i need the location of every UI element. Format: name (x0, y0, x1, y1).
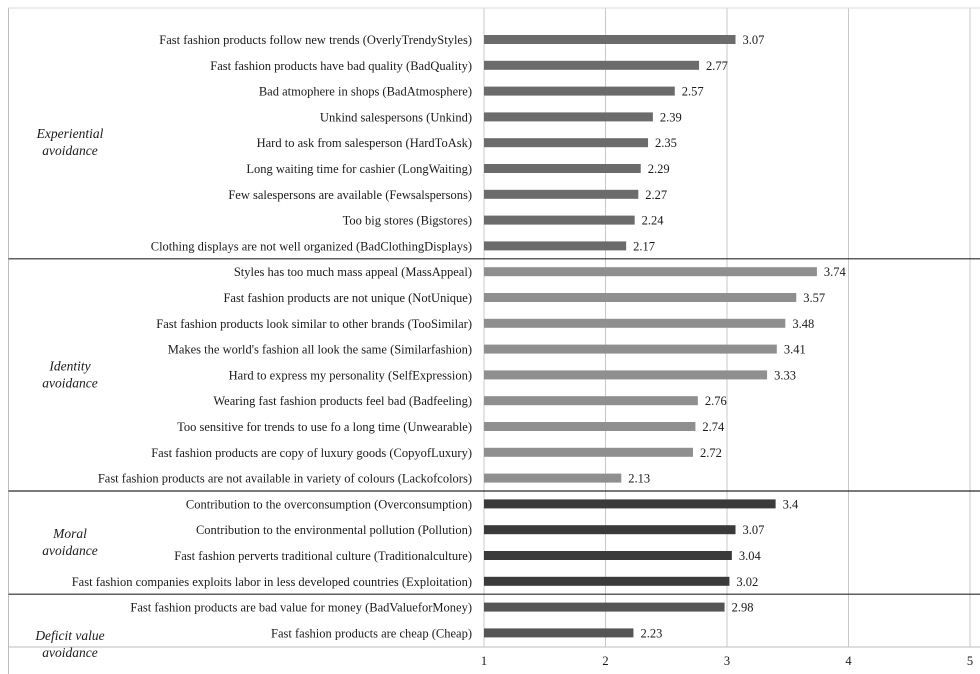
group-label: avoidance (42, 143, 97, 158)
bar (484, 164, 641, 173)
value-label: 3.4 (783, 497, 799, 511)
x-tick-label: 3 (724, 654, 730, 668)
value-label: 2.77 (706, 59, 728, 73)
value-label: 3.74 (824, 265, 847, 279)
value-label: 2.74 (702, 420, 725, 434)
category-label: Fast fashion products are not available … (98, 472, 472, 486)
bar (484, 447, 693, 457)
bar (484, 293, 797, 302)
bar (484, 241, 627, 251)
bar (484, 267, 817, 277)
category-label: Hard to express my personality (SelfExpr… (229, 368, 472, 382)
category-label: Hard to ask from salesperson (HardToAsk) (257, 136, 472, 150)
group-label: Identity (48, 358, 90, 373)
x-tick-label: 2 (602, 654, 608, 668)
bar (484, 138, 649, 148)
category-label: Wearing fast fashion products feel bad (… (213, 394, 472, 408)
x-tick-label: 5 (967, 654, 973, 668)
category-label: Fast fashion products are bad value for … (130, 601, 472, 615)
category-label: Fast fashion products follow new trends … (159, 33, 472, 47)
group-label: Experiential (36, 126, 104, 141)
x-tick-label: 1 (481, 654, 487, 668)
bar (484, 86, 675, 96)
bar (484, 602, 725, 612)
value-label: 2.98 (732, 601, 754, 615)
bar (484, 60, 700, 70)
value-label: 2.27 (645, 188, 667, 202)
value-label: 2.23 (640, 626, 662, 640)
value-label: 3.07 (743, 33, 765, 47)
bar (484, 370, 768, 380)
category-label: Fast fashion perverts traditional cultur… (174, 549, 472, 563)
value-label: 3.02 (736, 575, 758, 589)
value-label: 2.57 (682, 85, 704, 99)
group-label: avoidance (42, 375, 97, 390)
value-label: 2.72 (700, 446, 722, 460)
category-label: Fast fashion products have bad quality (… (210, 59, 472, 73)
category-label: Makes the world's fashion all look the s… (168, 343, 472, 357)
bar (484, 576, 730, 586)
value-label: 2.17 (633, 239, 655, 253)
bar (484, 396, 698, 406)
category-label: Long waiting time for cashier (LongWaiti… (246, 162, 472, 176)
bar (484, 628, 634, 638)
category-label: Contribution to the environmental pollut… (196, 523, 472, 537)
category-label: Too sensitive for trends to use fo a lon… (177, 420, 472, 434)
category-label: Too big stores (Bigstores) (343, 214, 472, 228)
value-label: 3.48 (792, 317, 814, 331)
value-label: 3.41 (784, 343, 806, 357)
bar (484, 473, 622, 483)
x-tick-label: 4 (845, 654, 852, 668)
category-label: Fast fashion products are not unique (No… (223, 291, 472, 305)
category-label: Bad atmophere in shops (BadAtmosphere) (259, 85, 472, 99)
category-label: Fast fashion products are cheap (Cheap) (271, 626, 472, 640)
category-label: Fast fashion products are copy of luxury… (151, 446, 472, 460)
value-label: 3.04 (739, 549, 762, 563)
bar (484, 189, 639, 199)
value-label: 2.39 (660, 110, 682, 124)
category-label: Styles has too much mass appeal (MassApp… (234, 265, 472, 279)
bar (484, 344, 777, 354)
bar (484, 499, 776, 509)
category-label: Fast fashion products look similar to ot… (156, 317, 472, 331)
value-label: 2.24 (642, 214, 665, 228)
group-label: avoidance (42, 645, 97, 660)
group-label: Moral (52, 526, 87, 541)
category-label: Clothing displays are not well organized… (151, 239, 472, 253)
bar (484, 112, 653, 122)
bar (484, 215, 635, 225)
category-label: Few salespersons are available (Fewsalsp… (228, 188, 472, 202)
bar (484, 551, 732, 560)
category-label: Contribution to the overconsumption (Ove… (186, 497, 472, 511)
bar (484, 422, 696, 431)
bar (484, 35, 736, 44)
bars (484, 35, 817, 638)
labels: 1 2 3 4 5 Fast fashion products follow new tr… (34, 33, 973, 668)
value-label: 2.13 (628, 472, 650, 486)
value-label: 3.07 (743, 523, 765, 537)
category-label: Fast fashion companies exploits labor in… (72, 575, 472, 589)
group-label: Deficit value (34, 628, 104, 643)
bar (484, 318, 786, 328)
category-label: Unkind salespersons (Unkind) (320, 110, 472, 124)
value-label: 3.57 (803, 291, 825, 305)
group-label: avoidance (42, 543, 97, 558)
value-label: 3.33 (774, 368, 796, 382)
value-label: 2.35 (655, 136, 677, 150)
value-label: 2.76 (705, 394, 727, 408)
group-separators (8, 258, 980, 595)
value-label: 2.29 (648, 162, 670, 176)
bar (484, 525, 736, 535)
